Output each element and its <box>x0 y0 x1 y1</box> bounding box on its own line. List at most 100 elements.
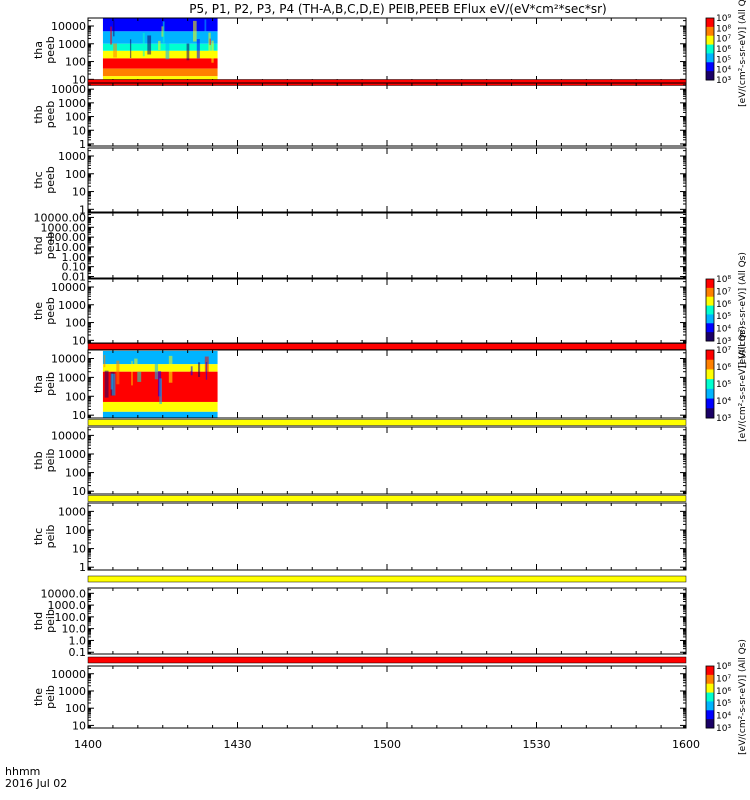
colorbar-tick-label: 10⁶ <box>716 45 731 55</box>
panel-tha-peeb: 10000 1000 100 10 thapeeb <box>32 17 687 86</box>
colorbar-tick-label: 10³ <box>716 76 731 86</box>
spectrogram-band <box>102 31 218 44</box>
spectrogram-streak <box>154 357 159 380</box>
spectrogram-band <box>102 58 218 69</box>
y-tick-label: 100 <box>65 467 86 480</box>
panel-frame <box>87 82 687 147</box>
spectrogram-streak <box>186 43 190 61</box>
y-tick-label: 10000 <box>51 353 86 366</box>
panel-label: thbpeib <box>32 449 57 473</box>
y-tick-label: 10 <box>72 719 86 732</box>
spectrogram-band <box>102 18 218 32</box>
colorbar-frame <box>705 17 715 81</box>
spectrogram-streak <box>190 366 193 376</box>
colorbar-frame <box>705 665 715 729</box>
y-tick-label: 1.00 <box>62 251 87 264</box>
y-tick-label: 10 <box>72 186 86 199</box>
panel-tha-peib: 10000 1000 100 10 thapeib <box>32 349 687 426</box>
colorbar-segment <box>706 35 714 46</box>
spectrogram-streak <box>214 42 216 51</box>
colorbar-tick-label: 10⁷ <box>716 287 731 297</box>
y-tick-label: 100 <box>65 390 86 403</box>
y-tick-label: 100.0 <box>55 611 87 624</box>
spectrogram-streak <box>129 39 132 58</box>
panel-label: thbpeeb <box>32 101 57 129</box>
panel-label: thepeeb <box>32 297 57 325</box>
y-tick-label: 1000 <box>58 371 86 384</box>
colorbar-tick-label: 10⁹ <box>716 14 731 24</box>
spectrogram-band <box>102 76 218 82</box>
y-tick-label: 10000 <box>51 83 86 96</box>
colorbar-segment <box>706 710 714 720</box>
spectrogram-streak <box>209 38 211 46</box>
x-axis-unit-label: hhmm <box>5 765 40 778</box>
y-tick-label: 1.0 <box>69 634 87 647</box>
colorbar-tick-label: 10⁶ <box>716 363 731 373</box>
colorbar-segment <box>706 398 714 409</box>
spectrogram-streak <box>116 360 120 385</box>
colorbar-tick-label: 10⁷ <box>716 674 731 684</box>
x-tick-label: 1500 <box>373 738 401 751</box>
y-tick-label: 1000 <box>58 505 86 518</box>
y-tick-label: 10000.0 <box>41 587 87 600</box>
colorbar-segment <box>706 408 714 419</box>
panel-thc-peeb: 1000 100 10 1 thcpeeb <box>32 147 687 216</box>
colorbar-tick-label: 10⁷ <box>716 35 731 45</box>
spectrogram-streak <box>110 373 113 390</box>
y-tick-label: 10000 <box>51 281 86 294</box>
colorbar-segment <box>706 350 714 361</box>
y-tick-label: 100 <box>65 317 86 330</box>
colorbar-segment <box>706 18 714 28</box>
spectrogram-streak <box>159 378 162 405</box>
panel-frame <box>87 502 687 571</box>
y-tick-label: 10.00 <box>55 241 87 254</box>
y-tick-label: 10.0 <box>62 623 87 636</box>
y-tick-label: 100 <box>65 168 86 181</box>
colorbar-segment <box>706 369 714 380</box>
y-tick-label: 0.10 <box>62 261 87 274</box>
colorbar-frame <box>705 278 715 342</box>
panels-layer: 10000100010010thapeeb100001000100101thbp… <box>32 17 687 732</box>
panel-frame <box>87 212 687 279</box>
colorbar-tick-label: 10⁸ <box>716 24 731 34</box>
figure-title: P5, P1, P2, P3, P4 (TH-A,B,C,D,E) PEIB,P… <box>189 2 606 16</box>
spectrogram-streak <box>168 355 173 383</box>
spectrogram-streak <box>204 19 207 34</box>
panel-label: thdpeib <box>32 609 57 633</box>
panel-thb-peib: 10000 1000 100 10 thbpeib <box>32 426 687 502</box>
quality-bar <box>87 495 687 502</box>
quality-bar <box>87 419 687 426</box>
colorbar-segment <box>706 305 714 315</box>
y-tick-label: 10 <box>72 334 86 347</box>
y-tick-label: 1000 <box>58 150 86 163</box>
spectrogram-streak <box>147 35 152 55</box>
colorbar: 10⁸ 10⁷ 10⁶ 10⁵ 10⁴ 10³ [eV/(cm²-s-sr-eV)] (Al… <box>705 639 748 755</box>
y-tick-label: 10 <box>72 543 86 556</box>
spectrogram-streak <box>104 370 109 398</box>
spectrogram-streak <box>111 373 116 396</box>
spectrogram <box>102 18 218 82</box>
y-tick-label: 1000 <box>58 685 86 698</box>
colorbar-tick-label: 10⁶ <box>716 300 731 310</box>
spectrogram-streak <box>113 20 115 37</box>
spectrogram-streak <box>103 354 106 368</box>
x-tick-label: 1600 <box>672 738 700 751</box>
spectrogram-streak <box>142 32 145 57</box>
y-tick-label: 100 <box>65 524 86 537</box>
spectrogram-streak <box>113 43 117 58</box>
spectrogram-streak <box>131 361 133 386</box>
colorbar-label: [eV/(cm²-s-sr-eV)] (All Qs) <box>738 252 748 368</box>
panel-label: thapeib <box>32 372 57 396</box>
colorbar-label: [eV/(cm²-s-sr-eV)] (All Qs) <box>738 0 748 107</box>
colorbar-tick-label: 10⁴ <box>716 66 731 76</box>
colorbar-segment <box>706 701 714 711</box>
spectrogram-streak <box>158 40 161 51</box>
colorbar-segment <box>706 719 714 729</box>
panel-frame <box>87 587 687 655</box>
colorbar-tick-label: 10⁵ <box>716 312 731 322</box>
colorbar-tick-label: 10³ <box>716 337 731 347</box>
spectrogram-band <box>102 364 218 372</box>
